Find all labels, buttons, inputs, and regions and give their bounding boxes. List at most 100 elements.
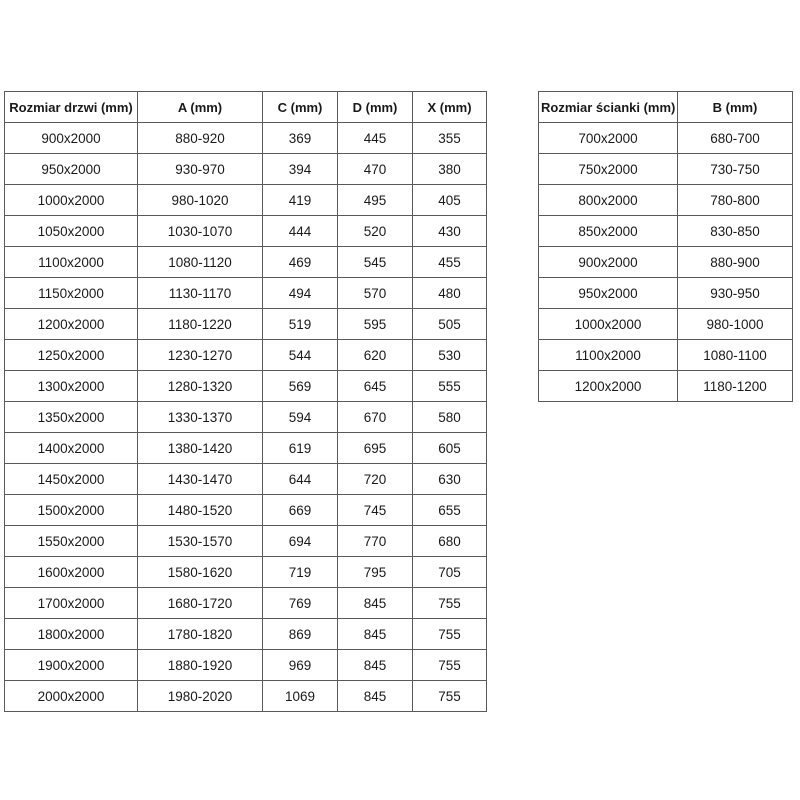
table-row: 1100x2000 1080-1100 <box>538 339 793 371</box>
table-cell: 700x2000 <box>538 122 678 154</box>
header-cell: D (mm) <box>337 91 413 123</box>
table-cell: 1700x2000 <box>4 587 138 619</box>
table-cell: 795 <box>337 556 413 588</box>
table-row: 1450x2000 1430-1470 644 720 630 <box>4 463 487 495</box>
table-cell: 544 <box>262 339 338 371</box>
table-cell: 619 <box>262 432 338 464</box>
table-cell: 644 <box>262 463 338 495</box>
table-cell: 1430-1470 <box>137 463 263 495</box>
table-cell: 394 <box>262 153 338 185</box>
door-size-table: Rozmiar drzwi (mm) A (mm) C (mm) D (mm) X (m… <box>4 91 487 712</box>
table-row: 700x2000 680-700 <box>538 122 793 154</box>
table-cell: 980-1000 <box>677 308 793 340</box>
table-cell: 419 <box>262 184 338 216</box>
table-cell: 1680-1720 <box>137 587 263 619</box>
table-row: 750x2000 730-750 <box>538 153 793 185</box>
table-cell: 1280-1320 <box>137 370 263 402</box>
table-cell: 645 <box>337 370 413 402</box>
table-cell: 720 <box>337 463 413 495</box>
table-row: 1600x2000 1580-1620 719 795 705 <box>4 556 487 588</box>
table-cell: 1250x2000 <box>4 339 138 371</box>
table-cell: 750x2000 <box>538 153 678 185</box>
table-cell: 845 <box>337 680 413 712</box>
table-cell: 1350x2000 <box>4 401 138 433</box>
table-cell: 900x2000 <box>538 246 678 278</box>
table-cell: 1480-1520 <box>137 494 263 526</box>
table-cell: 980-1020 <box>137 184 263 216</box>
door-table-header-row: Rozmiar drzwi (mm) A (mm) C (mm) D (mm) X (m… <box>4 91 487 123</box>
table-cell: 494 <box>262 277 338 309</box>
table-cell: 655 <box>412 494 487 526</box>
table-cell: 1880-1920 <box>137 649 263 681</box>
table-cell: 1580-1620 <box>137 556 263 588</box>
table-cell: 719 <box>262 556 338 588</box>
table-row: 1000x2000 980-1000 <box>538 308 793 340</box>
table-row: 1150x2000 1130-1170 494 570 480 <box>4 277 487 309</box>
table-cell: 1980-2020 <box>137 680 263 712</box>
table-cell: 680-700 <box>677 122 793 154</box>
table-cell: 630 <box>412 463 487 495</box>
table-row: 1200x2000 1180-1200 <box>538 370 793 402</box>
table-cell: 845 <box>337 618 413 650</box>
table-cell: 1900x2000 <box>4 649 138 681</box>
table-cell: 545 <box>337 246 413 278</box>
table-cell: 730-750 <box>677 153 793 185</box>
table-cell: 505 <box>412 308 487 340</box>
table-row: 800x2000 780-800 <box>538 184 793 216</box>
table-cell: 519 <box>262 308 338 340</box>
header-cell: X (mm) <box>412 91 487 123</box>
table-cell: 1200x2000 <box>4 308 138 340</box>
table-row: 1550x2000 1530-1570 694 770 680 <box>4 525 487 557</box>
table-row: 1250x2000 1230-1270 544 620 530 <box>4 339 487 371</box>
table-cell: 1080-1100 <box>677 339 793 371</box>
table-cell: 445 <box>337 122 413 154</box>
table-cell: 594 <box>262 401 338 433</box>
table-cell: 780-800 <box>677 184 793 216</box>
table-cell: 845 <box>337 587 413 619</box>
table-cell: 1300x2000 <box>4 370 138 402</box>
table-cell: 580 <box>412 401 487 433</box>
table-cell: 950x2000 <box>538 277 678 309</box>
table-cell: 1080-1120 <box>137 246 263 278</box>
table-row: 950x2000 930-970 394 470 380 <box>4 153 487 185</box>
table-row: 1700x2000 1680-1720 769 845 755 <box>4 587 487 619</box>
table-row: 900x2000 880-920 369 445 355 <box>4 122 487 154</box>
table-cell: 620 <box>337 339 413 371</box>
table-cell: 845 <box>337 649 413 681</box>
table-cell: 880-920 <box>137 122 263 154</box>
header-cell: C (mm) <box>262 91 338 123</box>
table-row: 1300x2000 1280-1320 569 645 555 <box>4 370 487 402</box>
table-row: 900x2000 880-900 <box>538 246 793 278</box>
table-row: 1350x2000 1330-1370 594 670 580 <box>4 401 487 433</box>
table-cell: 480 <box>412 277 487 309</box>
table-cell: 1000x2000 <box>4 184 138 216</box>
table-row: 850x2000 830-850 <box>538 215 793 247</box>
table-row: 950x2000 930-950 <box>538 277 793 309</box>
table-cell: 800x2000 <box>538 184 678 216</box>
table-row: 1100x2000 1080-1120 469 545 455 <box>4 246 487 278</box>
table-cell: 1000x2000 <box>538 308 678 340</box>
table-cell: 669 <box>262 494 338 526</box>
wall-table-header-row: Rozmiar ścianki (mm) B (mm) <box>538 91 793 123</box>
table-cell: 1450x2000 <box>4 463 138 495</box>
table-cell: 950x2000 <box>4 153 138 185</box>
table-cell: 1230-1270 <box>137 339 263 371</box>
table-cell: 1600x2000 <box>4 556 138 588</box>
header-cell: B (mm) <box>677 91 793 123</box>
table-cell: 455 <box>412 246 487 278</box>
table-cell: 705 <box>412 556 487 588</box>
table-row: 1200x2000 1180-1220 519 595 505 <box>4 308 487 340</box>
table-cell: 520 <box>337 215 413 247</box>
table-cell: 595 <box>337 308 413 340</box>
table-cell: 1069 <box>262 680 338 712</box>
table-cell: 1400x2000 <box>4 432 138 464</box>
table-cell: 1330-1370 <box>137 401 263 433</box>
table-row: 1000x2000 980-1020 419 495 405 <box>4 184 487 216</box>
table-cell: 1030-1070 <box>137 215 263 247</box>
table-cell: 470 <box>337 153 413 185</box>
header-cell: Rozmiar ścianki (mm) <box>538 91 678 123</box>
table-cell: 1130-1170 <box>137 277 263 309</box>
table-cell: 1500x2000 <box>4 494 138 526</box>
table-cell: 869 <box>262 618 338 650</box>
